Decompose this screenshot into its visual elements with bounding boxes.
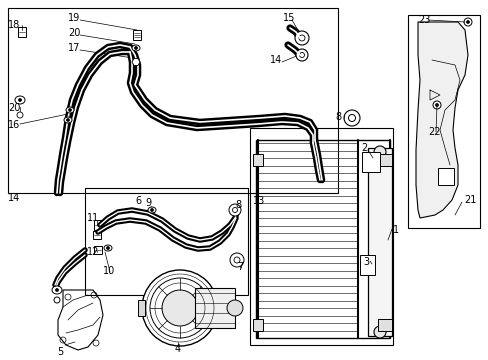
Bar bbox=[377, 154, 391, 166]
Circle shape bbox=[68, 108, 71, 112]
Text: 1: 1 bbox=[392, 225, 398, 235]
Circle shape bbox=[373, 146, 385, 158]
Circle shape bbox=[232, 207, 237, 212]
Text: 14: 14 bbox=[269, 55, 282, 65]
Circle shape bbox=[228, 204, 241, 216]
Text: 22: 22 bbox=[427, 127, 440, 137]
Polygon shape bbox=[132, 59, 140, 66]
Circle shape bbox=[229, 253, 244, 267]
Bar bbox=[252, 319, 263, 331]
Text: 21: 21 bbox=[463, 195, 475, 205]
Bar bbox=[195, 288, 235, 328]
Bar bbox=[437, 168, 453, 185]
Text: 5: 5 bbox=[57, 347, 63, 357]
Text: 16: 16 bbox=[8, 120, 20, 130]
Text: 20: 20 bbox=[68, 28, 80, 38]
Circle shape bbox=[134, 46, 137, 49]
Circle shape bbox=[466, 21, 468, 23]
Text: 12: 12 bbox=[87, 247, 99, 257]
Text: 4: 4 bbox=[175, 344, 181, 354]
Text: 3: 3 bbox=[362, 257, 368, 267]
Circle shape bbox=[226, 300, 243, 316]
Text: 13: 13 bbox=[252, 196, 264, 206]
Circle shape bbox=[106, 247, 109, 249]
Circle shape bbox=[54, 297, 60, 303]
Bar bbox=[94, 220, 102, 230]
Polygon shape bbox=[415, 22, 467, 218]
Bar bbox=[252, 154, 263, 166]
Circle shape bbox=[55, 288, 59, 292]
Bar bbox=[377, 319, 391, 331]
Bar bbox=[359, 255, 374, 275]
Text: 19: 19 bbox=[68, 13, 80, 23]
Text: 14: 14 bbox=[8, 193, 20, 203]
Circle shape bbox=[463, 18, 471, 26]
Bar bbox=[249, 128, 392, 345]
Text: 15: 15 bbox=[283, 13, 295, 23]
Ellipse shape bbox=[104, 245, 112, 251]
Text: 7: 7 bbox=[237, 262, 243, 272]
Ellipse shape bbox=[148, 207, 156, 213]
Bar bbox=[256, 140, 389, 338]
Circle shape bbox=[295, 49, 307, 61]
Bar bbox=[367, 148, 391, 336]
Circle shape bbox=[298, 35, 305, 41]
Text: 23: 23 bbox=[417, 15, 429, 25]
Text: 6: 6 bbox=[135, 196, 141, 206]
Ellipse shape bbox=[64, 117, 72, 123]
Circle shape bbox=[432, 101, 440, 109]
Text: 2: 2 bbox=[360, 143, 366, 153]
Circle shape bbox=[435, 104, 438, 107]
Circle shape bbox=[162, 290, 198, 326]
Bar bbox=[407, 15, 479, 228]
Bar bbox=[85, 188, 247, 295]
Circle shape bbox=[150, 278, 209, 338]
Circle shape bbox=[66, 118, 69, 122]
Ellipse shape bbox=[132, 45, 140, 51]
Ellipse shape bbox=[66, 107, 74, 113]
Circle shape bbox=[142, 270, 218, 346]
Bar bbox=[361, 152, 379, 172]
Text: 8: 8 bbox=[235, 200, 241, 210]
Bar bbox=[8, 8, 337, 193]
Bar bbox=[133, 30, 141, 40]
Circle shape bbox=[19, 99, 21, 102]
Circle shape bbox=[150, 208, 153, 211]
Circle shape bbox=[348, 114, 355, 122]
Circle shape bbox=[373, 326, 385, 338]
Circle shape bbox=[17, 112, 23, 118]
Text: 9: 9 bbox=[144, 198, 151, 208]
Bar bbox=[94, 246, 102, 254]
Text: 10: 10 bbox=[103, 266, 115, 276]
Ellipse shape bbox=[52, 286, 62, 294]
Text: 11: 11 bbox=[87, 213, 99, 223]
Text: 18: 18 bbox=[8, 20, 20, 30]
Ellipse shape bbox=[15, 96, 25, 104]
Text: 20: 20 bbox=[8, 103, 20, 113]
Text: 17: 17 bbox=[68, 43, 80, 53]
Circle shape bbox=[299, 53, 304, 58]
Circle shape bbox=[294, 31, 308, 45]
Circle shape bbox=[234, 257, 240, 263]
Circle shape bbox=[343, 110, 359, 126]
Text: 8: 8 bbox=[334, 112, 341, 122]
Bar bbox=[93, 231, 101, 239]
Bar bbox=[138, 300, 145, 316]
Bar bbox=[18, 27, 26, 37]
